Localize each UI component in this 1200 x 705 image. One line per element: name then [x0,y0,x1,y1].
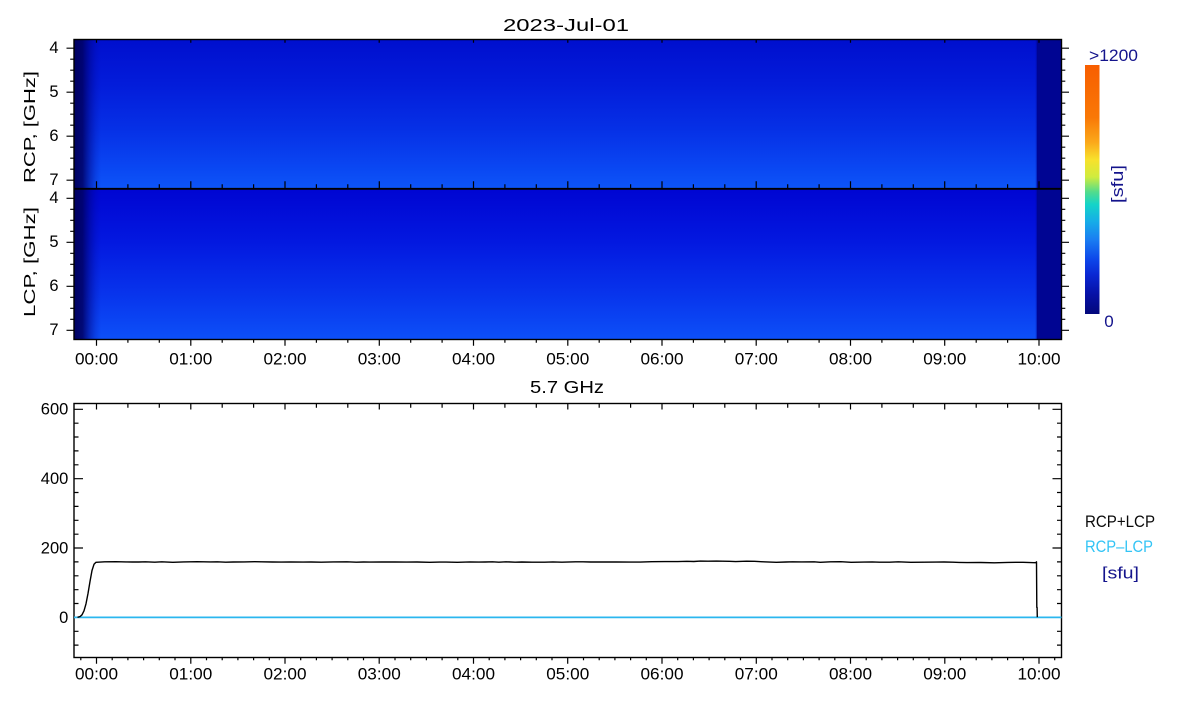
svg-text:5: 5 [49,233,58,251]
svg-text:06:00: 06:00 [641,351,684,369]
svg-text:4: 4 [49,39,58,57]
svg-text:05:00: 05:00 [546,351,589,369]
svg-text:4: 4 [49,189,58,207]
svg-text:RCP, [GHz]: RCP, [GHz] [22,71,39,183]
svg-text:05:00: 05:00 [546,666,589,684]
svg-text:0: 0 [1104,312,1113,331]
svg-text:01:00: 01:00 [169,666,212,684]
svg-text:5.7 GHz: 5.7 GHz [530,377,604,397]
svg-text:01:00: 01:00 [169,351,212,369]
svg-text:7: 7 [49,321,58,339]
svg-text:00:00: 00:00 [75,666,118,684]
svg-text:00:00: 00:00 [75,351,118,369]
svg-text:04:00: 04:00 [452,666,495,684]
svg-text:03:00: 03:00 [358,351,401,369]
svg-text:06:00: 06:00 [641,666,684,684]
svg-text:2023-Jul-01: 2023-Jul-01 [503,15,629,35]
svg-text:400: 400 [41,470,69,488]
svg-text:07:00: 07:00 [735,666,778,684]
svg-text:10:00: 10:00 [1018,666,1061,684]
svg-text:02:00: 02:00 [264,351,307,369]
svg-text:0: 0 [59,609,68,627]
svg-text:[sfu]: [sfu] [1102,563,1139,582]
svg-text:09:00: 09:00 [923,666,966,684]
svg-text:6: 6 [49,277,58,295]
svg-text:04:00: 04:00 [452,351,495,369]
svg-text:LCP, [GHz]: LCP, [GHz] [22,207,39,317]
svg-text:RCP–LCP: RCP–LCP [1085,537,1153,556]
svg-text:08:00: 08:00 [829,351,872,369]
svg-text:02:00: 02:00 [264,666,307,684]
svg-text:200: 200 [41,539,69,557]
svg-text:09:00: 09:00 [923,351,966,369]
svg-text:6: 6 [49,127,58,145]
svg-text:7: 7 [49,171,58,189]
svg-text:[sfu]: [sfu] [1109,165,1127,203]
svg-text:07:00: 07:00 [735,351,778,369]
svg-text:10:00: 10:00 [1018,351,1061,369]
svg-text:600: 600 [41,401,69,419]
svg-text:03:00: 03:00 [358,666,401,684]
svg-text:08:00: 08:00 [829,666,872,684]
svg-text:RCP+LCP: RCP+LCP [1085,512,1155,531]
svg-text:>1200: >1200 [1089,46,1138,65]
svg-text:5: 5 [49,83,58,101]
